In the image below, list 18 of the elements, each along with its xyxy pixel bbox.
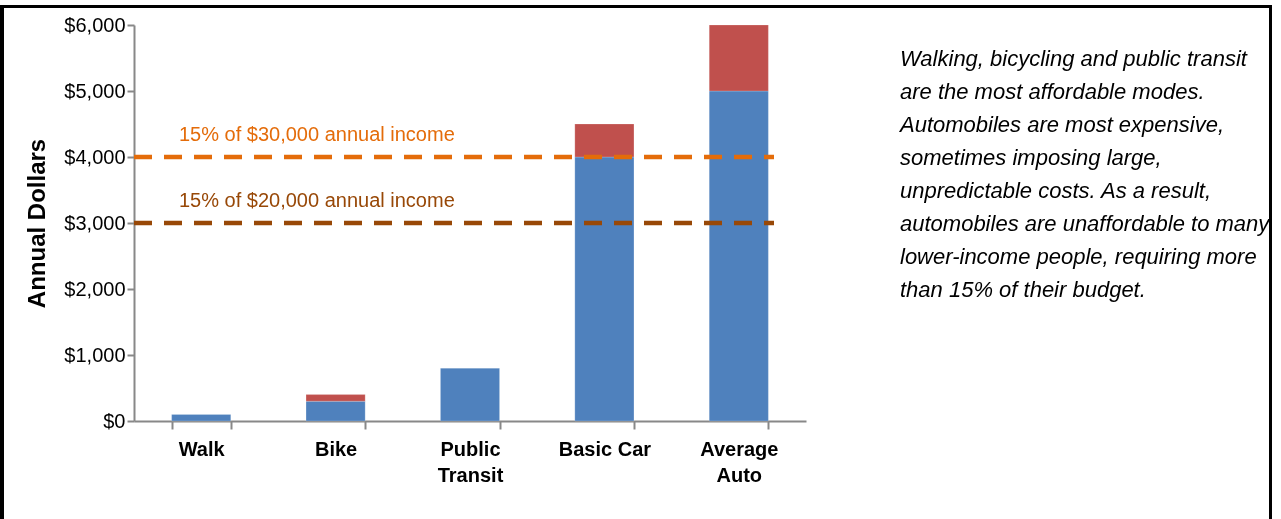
y-tick-label: $0 [103, 409, 126, 432]
x-tick-label: Average Auto [700, 437, 779, 486]
y-tick-label: $2,000 [64, 277, 126, 300]
y-tick-label: $5,000 [64, 79, 126, 102]
ref-line-label: 15% of $20,000 annual income [179, 189, 455, 211]
text: Walking, bicycling and public transit are the most affordable modes. Automobiles are most expensive, sometimes imposing large, unpredictable costs. As a result, automobiles are unaffordable to many lower-income people, requiring more than 15% of their budget. [900, 45, 1271, 304]
y-tick-label: $3,000 [64, 211, 126, 234]
ref-line-label: 15% of $30,000 annual income [179, 123, 455, 145]
bar [440, 367, 500, 422]
y-tick-label: $4,000 [64, 145, 126, 168]
bar [171, 414, 232, 422]
y-tick-label: $6,000 [64, 13, 126, 36]
x-tick-label: Walk [178, 437, 226, 460]
x-tick-label: Bike [314, 437, 358, 460]
x-tick-label: Public Transit [437, 437, 504, 486]
y-tick-label: $1,000 [64, 343, 126, 366]
x-tick-label: Basic Car [558, 437, 652, 460]
y-axis-title: Annual Dollars [23, 138, 51, 309]
